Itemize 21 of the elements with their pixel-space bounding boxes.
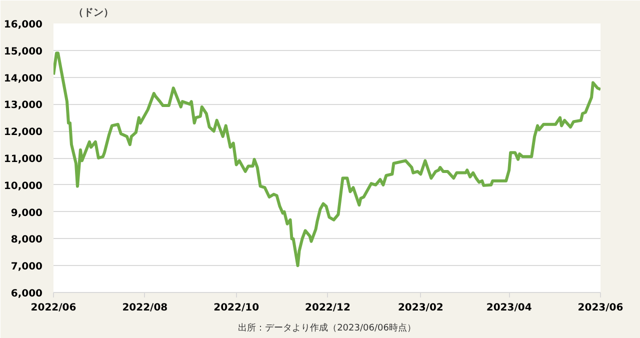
x-tick-label: 2022/12 xyxy=(305,302,350,314)
y-tick-label: 13,000 xyxy=(4,100,43,112)
x-tick-label: 2023/04 xyxy=(486,302,532,314)
x-tick-label: 2023/06 xyxy=(578,302,624,314)
x-tick-label: 2023/02 xyxy=(398,302,444,314)
x-tick-label: 2022/06 xyxy=(30,302,76,314)
y-tick-label: 7,000 xyxy=(10,262,43,273)
y-tick-label: 16,000 xyxy=(4,20,43,30)
y-tick-label: 15,000 xyxy=(4,46,43,58)
y-tick-label: 14,000 xyxy=(4,73,43,84)
y-tick-label: 8,000 xyxy=(10,234,43,246)
y-tick-label: 6,000 xyxy=(10,288,43,300)
y-tick-label: 11,000 xyxy=(4,154,43,165)
y-tick-label: 9,000 xyxy=(10,208,43,219)
text: 出所：データより作成（2023/06/06時点） xyxy=(238,322,416,334)
y-axis-title: （ドン） xyxy=(74,8,114,18)
y-tick-label: 10,000 xyxy=(4,180,43,192)
line-series xyxy=(54,52,600,268)
x-tick-label: 2022/10 xyxy=(214,302,260,314)
y-tick-label: 12,000 xyxy=(4,127,43,138)
x-tick-label: 2022/08 xyxy=(122,302,168,314)
